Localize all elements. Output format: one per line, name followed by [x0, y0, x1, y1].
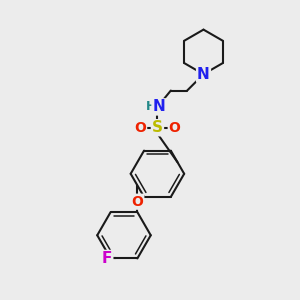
- Text: O: O: [134, 121, 146, 135]
- Text: F: F: [102, 251, 112, 266]
- Text: H: H: [146, 100, 156, 113]
- Text: O: O: [131, 195, 143, 209]
- Text: N: N: [152, 99, 165, 114]
- Text: S: S: [152, 120, 163, 135]
- Text: O: O: [169, 121, 181, 135]
- Text: N: N: [197, 67, 210, 82]
